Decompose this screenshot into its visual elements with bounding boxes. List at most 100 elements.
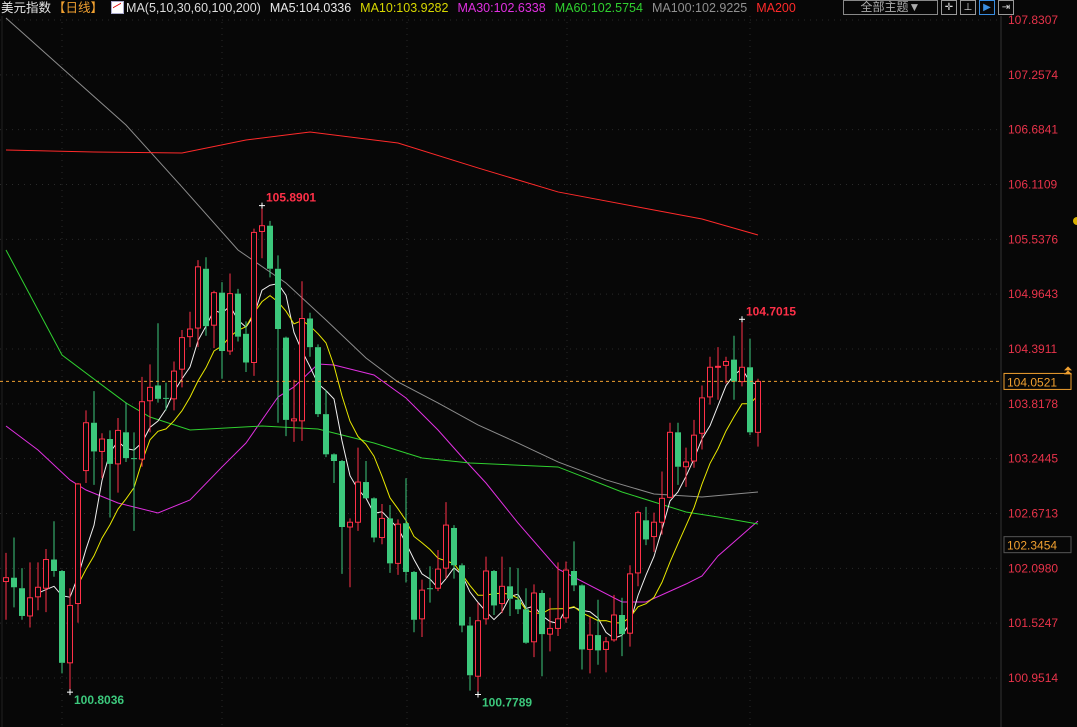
candle-down: [427, 566, 433, 603]
ma60-line: [5, 249, 759, 525]
candle-body: [291, 418, 297, 422]
candle-up: [347, 518, 353, 588]
candle-up: [35, 562, 41, 611]
candle-down: [363, 461, 369, 499]
candle-body: [555, 618, 561, 629]
candle-body: [707, 366, 713, 398]
candle-up: [443, 502, 449, 579]
candle-up: [187, 311, 193, 348]
candle-up: [147, 364, 153, 433]
period-label[interactable]: 【日线】: [53, 1, 104, 15]
annotations: 105.8901 104.7015 100.8036 100.7789: [0, 191, 1001, 709]
ma10-line: [77, 295, 759, 624]
candle-body: [227, 293, 233, 352]
moving-average-lines: [5, 17, 759, 639]
exit-icon[interactable]: ⇥: [998, 0, 1014, 15]
candle-body: [667, 431, 673, 498]
candle-body: [411, 571, 417, 620]
candle-body: [115, 429, 121, 465]
candle-down: [339, 460, 345, 574]
candle-up: [475, 602, 481, 695]
candle-up: [99, 433, 105, 479]
candle-body: [19, 588, 25, 616]
candle-body: [739, 366, 745, 383]
candle-up: [43, 549, 49, 613]
candle-down: [131, 432, 137, 531]
candle-body: [723, 361, 729, 366]
candle-body: [515, 599, 521, 610]
candle-body: [187, 328, 193, 338]
candle-down: [579, 584, 585, 670]
candle-up: [251, 228, 257, 376]
candles: [3, 205, 761, 695]
candle-up: [179, 329, 185, 388]
ma-value-4: MA100:102.9225: [651, 1, 748, 15]
candle-down: [315, 344, 321, 418]
y-tick-label: 102.0980: [1008, 561, 1058, 575]
axis-icon[interactable]: ⊥: [960, 0, 976, 15]
candle-down: [51, 521, 57, 577]
candle-body: [619, 615, 625, 635]
candle-body: [203, 268, 209, 327]
candle-up: [435, 549, 441, 592]
y-tick-label: 107.8307: [1008, 13, 1058, 27]
candle-body: [611, 614, 617, 641]
candle-down: [283, 336, 289, 437]
candle-down: [643, 506, 649, 546]
ma-indicator-icon[interactable]: [111, 1, 125, 14]
y-tick-label: 103.2445: [1008, 452, 1058, 466]
candle-up: [3, 552, 9, 620]
candle-up: [691, 419, 697, 468]
candle-body: [315, 347, 321, 415]
candle-down: [91, 391, 97, 485]
candle-body: [275, 268, 281, 330]
candle-up: [699, 385, 705, 450]
y-tick-label: 106.6841: [1008, 123, 1058, 137]
last-price-label: 104.0521: [1007, 375, 1057, 389]
candle-body: [387, 518, 393, 564]
candle-down: [491, 570, 497, 616]
candle-body: [755, 380, 761, 433]
candle-up: [195, 260, 201, 348]
candle-body: [443, 524, 449, 569]
candle-body: [539, 593, 545, 635]
candle-body: [635, 512, 641, 574]
candle-body: [691, 434, 697, 462]
candle-up: [259, 205, 265, 259]
candle-down: [571, 541, 577, 592]
candle-body: [243, 333, 249, 363]
candle-body: [67, 604, 73, 664]
ma-value-2: MA30:102.6338: [457, 1, 546, 15]
price-axis[interactable]: 107.8307 107.2574 106.6841 106.1109 105.5376…: [1000, 13, 1077, 727]
candle-up: [587, 616, 593, 674]
candle-down: [323, 390, 329, 458]
y-tick-label: 101.5247: [1008, 616, 1058, 630]
candle-body: [579, 585, 585, 650]
ma200-line: [5, 131, 759, 236]
candle-up: [547, 597, 553, 652]
candle-body: [563, 569, 569, 619]
candle-up: [291, 379, 297, 442]
play-icon[interactable]: ▶: [979, 0, 995, 15]
candle-up: [27, 562, 33, 628]
candle-down: [275, 255, 281, 423]
candle-body: [507, 586, 513, 599]
candle-up: [683, 447, 689, 487]
high-price-label: 105.8901: [266, 191, 316, 205]
candle-body: [355, 481, 361, 523]
candle-body: [195, 266, 201, 329]
candle-body: [451, 527, 457, 566]
candle-body: [483, 570, 489, 620]
y-tick-label: 103.8178: [1008, 397, 1058, 411]
ma-params[interactable]: MA(5,10,30,60,100,200): [126, 1, 261, 15]
candle-body: [91, 422, 97, 452]
candle-body: [347, 521, 353, 528]
candle-body: [659, 497, 665, 523]
candle-body: [59, 571, 65, 663]
candle-body: [403, 523, 409, 572]
candle-up: [627, 565, 633, 647]
theme-dropdown-button[interactable]: 全部主题▼: [843, 0, 938, 15]
crosshair-icon[interactable]: ✛: [941, 0, 957, 15]
candle-up: [659, 471, 665, 535]
